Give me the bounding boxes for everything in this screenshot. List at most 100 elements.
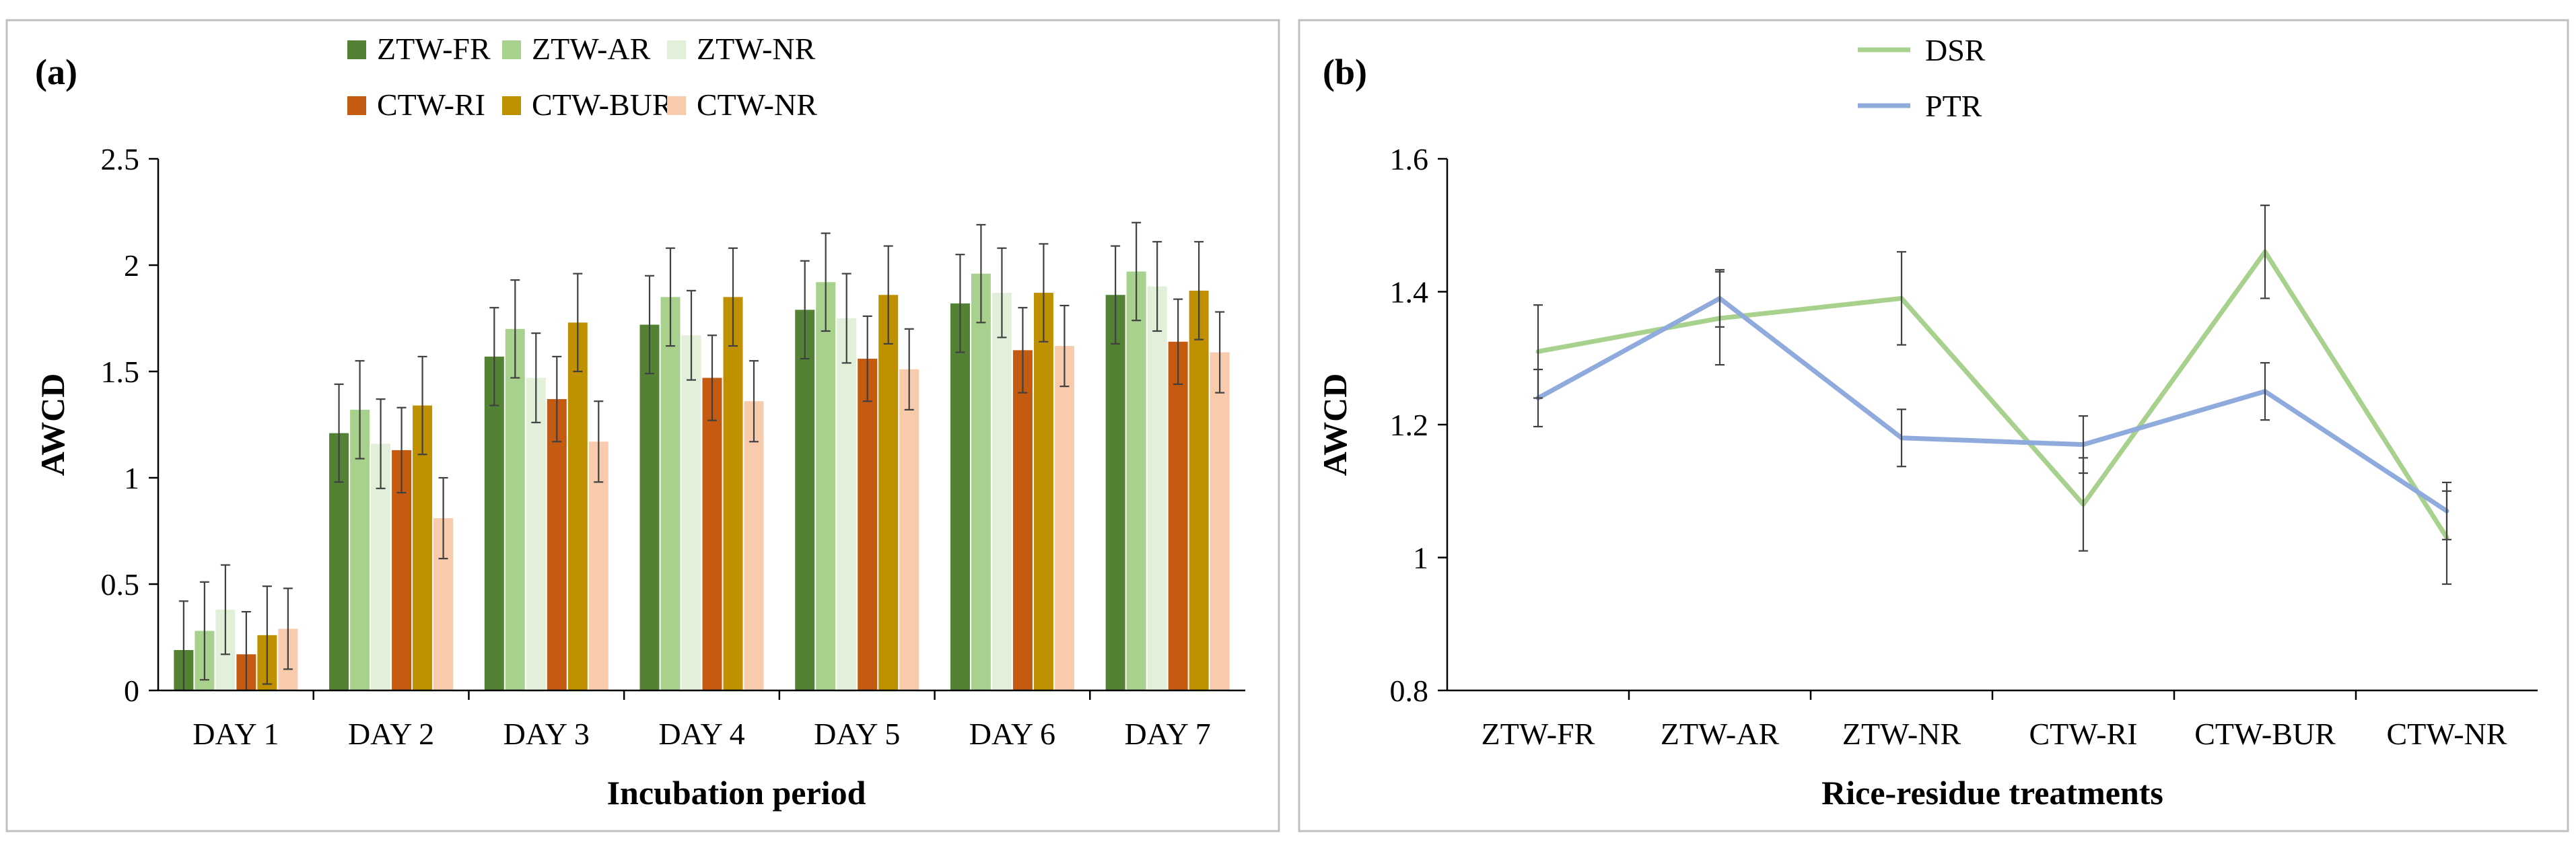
panel-a-y-tick-label: 2.5 bbox=[101, 142, 140, 176]
panel-a-error-bar bbox=[904, 328, 914, 410]
panel-b-error-bar bbox=[1533, 368, 1543, 428]
panel-a-bar bbox=[950, 303, 970, 690]
panel-a-error-bar bbox=[1173, 298, 1183, 386]
panel-a-error-bar bbox=[594, 400, 604, 483]
panel-a-y-tick-label: 0 bbox=[124, 674, 139, 708]
panel-b-x-tick-label: CTW-BUR bbox=[2194, 717, 2336, 751]
panel-b-error-bars bbox=[1533, 205, 2451, 585]
panel-a-y-tick-label: 1 bbox=[124, 461, 139, 495]
panel-a-y-tick-label: 1.5 bbox=[101, 355, 140, 389]
panel-a-legend-label: ZTW-AR bbox=[532, 32, 651, 66]
panel-b-x-tick-label: ZTW-FR bbox=[1482, 717, 1595, 751]
panel-a-error-bar bbox=[955, 254, 965, 353]
panel-a-bar bbox=[1126, 271, 1146, 691]
panel-a-x-tick-label: DAY 6 bbox=[969, 717, 1055, 751]
panel-a-x-tick-label: DAY 4 bbox=[658, 717, 744, 751]
panel-a-legend-label: ZTW-NR bbox=[697, 32, 816, 66]
panel-a-error-bar bbox=[841, 273, 851, 364]
panel-a-legend-swatch bbox=[347, 96, 366, 115]
panel-b-error-bar bbox=[1897, 408, 1906, 468]
panel-a-x-label: Incubation period bbox=[607, 774, 866, 812]
panel-b-y-tick-label: 1.4 bbox=[1390, 275, 1429, 310]
panel-a-error-bar bbox=[417, 355, 427, 456]
panel-b-error-bar bbox=[2260, 362, 2270, 421]
panel-a-y-ticks: 0 0.5 1 1.5 2 2.5 bbox=[101, 142, 158, 708]
panel-a-legend-swatch bbox=[667, 96, 686, 115]
panel-a-error-bar bbox=[707, 334, 717, 421]
panel-a-error-bar bbox=[645, 275, 654, 375]
panel-a-error-bar bbox=[1018, 307, 1028, 394]
panel-a-bar bbox=[1105, 295, 1125, 690]
panel-b-x-ticks: ZTW-FR ZTW-AR ZTW-NR CTW-RI CTW-BUR CTW-NR bbox=[1482, 690, 2507, 751]
panel-a-x-ticks: DAY 1 DAY 2 DAY 3 DAY 4 DAY 5 DAY 6 DAY 7 bbox=[193, 690, 1211, 751]
panel-b-error-bar bbox=[1897, 251, 1906, 346]
panel-b-x-tick-label: ZTW-AR bbox=[1661, 717, 1780, 751]
panel-a-x-tick-label: DAY 7 bbox=[1125, 717, 1211, 751]
panel-b-series-line bbox=[1535, 295, 2449, 513]
panel-a-bar bbox=[702, 378, 722, 690]
panel-a-bar bbox=[899, 369, 919, 690]
panel-a-bar bbox=[816, 282, 836, 690]
panel-b-y-label: AWCD bbox=[1316, 373, 1354, 476]
panel-a-error-bar bbox=[1132, 221, 1142, 322]
panel-a-legend-label: CTW-BUR bbox=[532, 87, 673, 122]
panel-a-error-bar bbox=[283, 587, 293, 670]
panel-a-bar bbox=[744, 401, 764, 690]
panel-a-label: (a) bbox=[35, 52, 77, 92]
panel-a-error-bar bbox=[334, 383, 344, 483]
panel-a-error-bar bbox=[728, 247, 738, 347]
panel-a-bar bbox=[588, 441, 608, 690]
panel-a-error-bar bbox=[531, 332, 541, 423]
panel-b-x-tick-label: ZTW-NR bbox=[1842, 717, 1961, 751]
panel-a-error-bar bbox=[438, 476, 448, 560]
panel-a-bar bbox=[723, 297, 743, 690]
panel-a-bar bbox=[567, 322, 588, 690]
panel-b-x-tick-label: CTW-RI bbox=[2029, 717, 2138, 751]
panel-a-bar bbox=[795, 310, 815, 690]
panel-a-error-bar bbox=[1194, 241, 1204, 341]
panel-b-error-bar bbox=[2442, 481, 2451, 540]
panel-a-error-bar bbox=[687, 289, 696, 381]
panel-a-error-bar bbox=[489, 307, 499, 406]
panel-a-x-tick-label: DAY 3 bbox=[503, 717, 590, 751]
panel-a-bar bbox=[681, 335, 701, 690]
panel-b-legend-label: DSR bbox=[1925, 33, 1986, 67]
panel-a-error-bar bbox=[552, 355, 562, 443]
panel-a-error-bar bbox=[749, 360, 759, 443]
panel-a-bars bbox=[174, 271, 1230, 691]
panel-a-y-tick-label: 2 bbox=[124, 248, 139, 283]
panel-a-legend-label: CTW-RI bbox=[377, 87, 485, 122]
panel-a-error-bar bbox=[376, 398, 386, 489]
panel-a-bar bbox=[878, 295, 899, 690]
panel-a-bar bbox=[526, 378, 546, 690]
panel-a-error-bar bbox=[883, 245, 893, 345]
panel-a-error-bar bbox=[1111, 245, 1121, 345]
panel-b-y-tick-label: 1.6 bbox=[1390, 142, 1429, 176]
panel-a: (a) ZTW-FR ZTW-AR ZTW-NR CTW-RI CTW-BUR CTW-N… bbox=[5, 19, 1280, 832]
panel-a-error-bar bbox=[800, 260, 810, 360]
panel-a-error-bar bbox=[1039, 243, 1049, 343]
panel-b-y-tick-label: 1 bbox=[1413, 541, 1428, 575]
panel-a-error-bar bbox=[573, 273, 583, 373]
panel-a-error-bar bbox=[355, 360, 365, 460]
panel-a-error-bar bbox=[1152, 241, 1162, 332]
panel-a-bar bbox=[1168, 341, 1188, 690]
panel-a-bar bbox=[1147, 286, 1167, 691]
panel-b-x-tick-label: CTW-NR bbox=[2387, 717, 2507, 751]
panel-a-legend-swatch bbox=[347, 40, 366, 59]
panel-a-error-bar bbox=[510, 279, 520, 379]
panel-a-y-label: AWCD bbox=[34, 373, 71, 476]
panel-a-bar bbox=[837, 318, 857, 690]
panel-b-error-bar bbox=[1715, 269, 1725, 328]
panel-b-y-tick-label: 0.8 bbox=[1390, 674, 1429, 708]
panel-a-bar bbox=[639, 324, 660, 691]
panel-a-bar bbox=[1054, 346, 1074, 690]
panel-b-label: (b) bbox=[1323, 52, 1367, 92]
panel-a-legend-swatch bbox=[502, 40, 521, 59]
panel-a-x-tick-label: DAY 5 bbox=[814, 717, 900, 751]
panel-b-legend-label: PTR bbox=[1925, 89, 1982, 123]
panel-a-bar bbox=[1033, 293, 1053, 691]
panel-b-y-tick-label: 1.2 bbox=[1390, 408, 1429, 442]
panel-b-error-bar bbox=[2079, 415, 2088, 474]
